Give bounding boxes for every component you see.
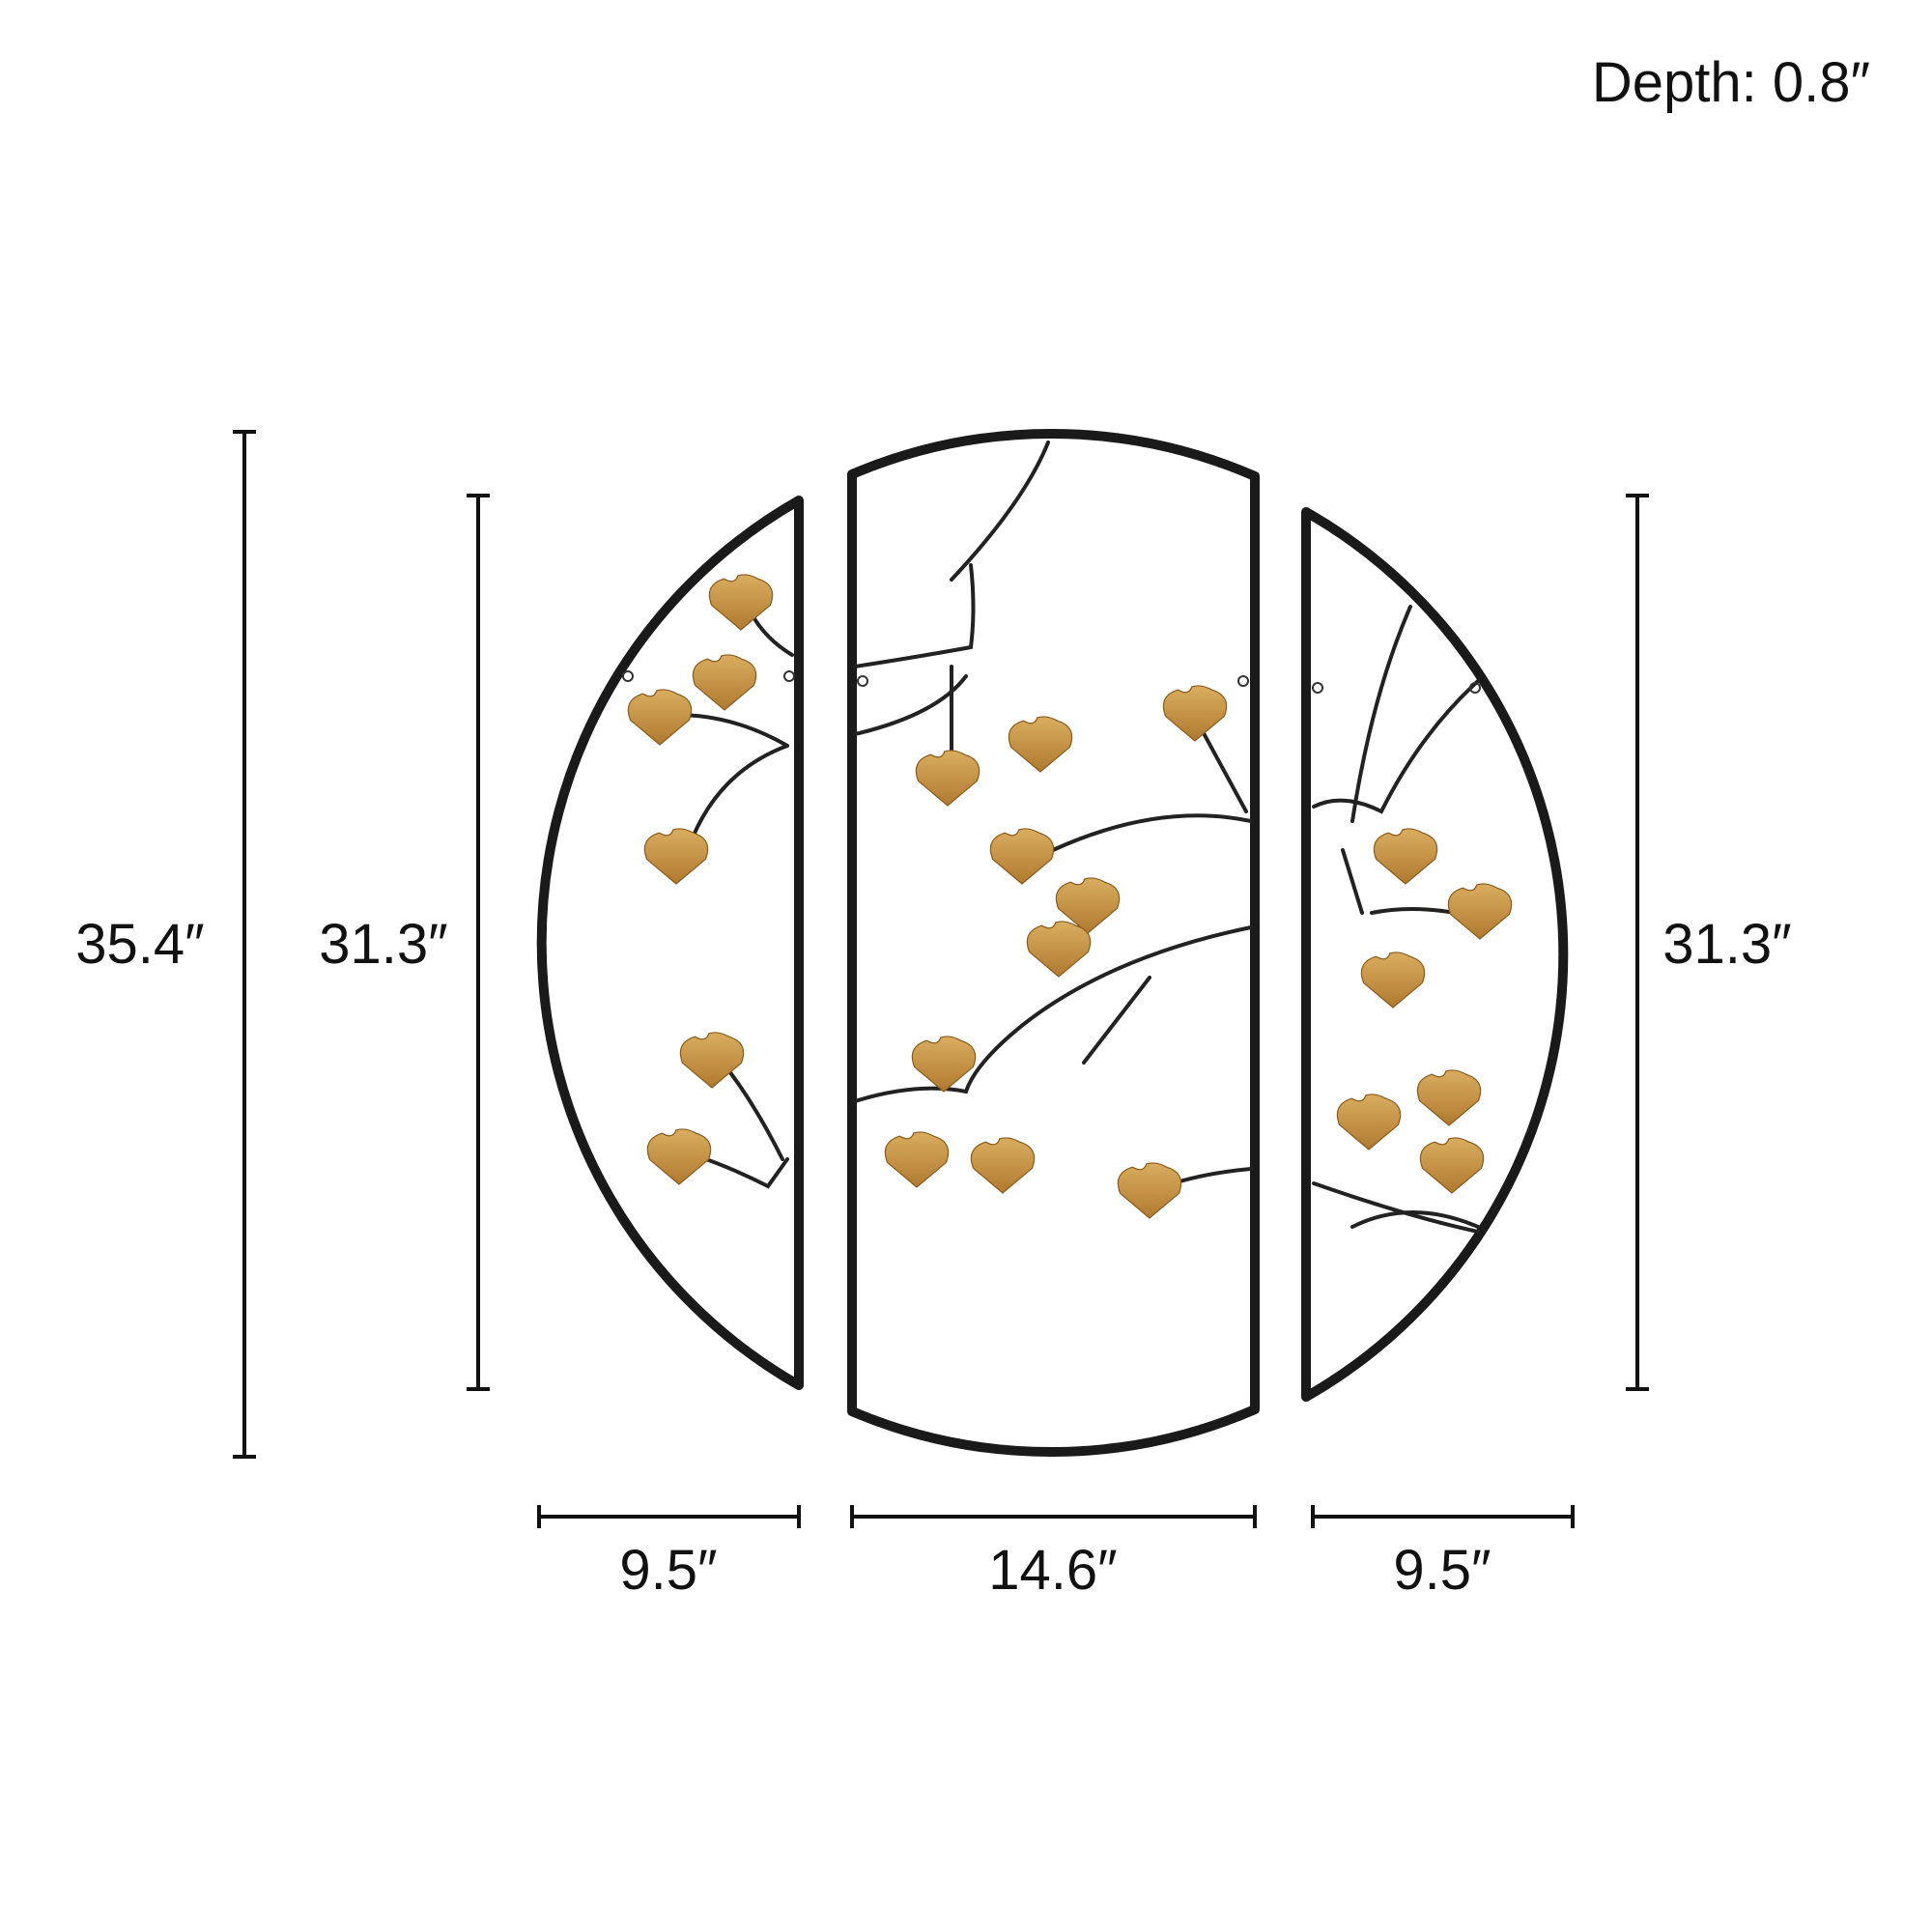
ginkgo-leaf: [884, 1131, 950, 1188]
depth-label: Depth: 0.8″: [1592, 51, 1870, 114]
dimension-right-width: 9.5″: [1311, 1505, 1575, 1602]
ginkgo-leaf: [1162, 685, 1228, 742]
ginkgo-leaf: [1447, 883, 1513, 940]
dimension-overall-height: 35.4″: [75, 430, 256, 1459]
dimension-left-height: 31.3″: [319, 494, 490, 1391]
branches: [674, 440, 1480, 1234]
ginkgo-leaf: [692, 654, 757, 711]
ginkgo-leaf: [911, 1036, 977, 1093]
ginkgo-leaf: [708, 574, 774, 631]
ginkgo-leaf: [643, 828, 709, 885]
right-width-label: 9.5″: [1393, 1539, 1491, 1602]
ginkgo-leaf: [1336, 1094, 1402, 1151]
hanging-hooks: [622, 670, 1481, 694]
ginkgo-leaf: [1419, 1137, 1485, 1194]
dimension-center-width: 14.6″: [850, 1505, 1257, 1602]
right-height-label: 31.3″: [1662, 913, 1791, 976]
left-height-label: 31.3″: [319, 913, 447, 976]
dimension-right-height: 31.3″: [1626, 494, 1792, 1391]
ginkgo-leaf: [1117, 1162, 1182, 1219]
dimension-left-width: 9.5″: [537, 1505, 801, 1602]
left-panel-frame: [536, 496, 804, 1390]
right-panel-frame: [1301, 507, 1569, 1402]
ginkgo-leaf: [1026, 921, 1092, 978]
overall-height-label: 35.4″: [75, 913, 204, 976]
ginkgo-leaf: [1416, 1069, 1482, 1126]
center-width-label: 14.6″: [988, 1539, 1117, 1602]
ginkgo-leaf: [970, 1137, 1036, 1194]
ginkgo-leaf: [646, 1128, 712, 1185]
ginkgo-leaf: [1373, 828, 1438, 885]
ginkgo-leaf: [915, 750, 980, 807]
left-width-label: 9.5″: [619, 1539, 717, 1602]
ginkgo-leaf: [989, 828, 1055, 885]
center-panel-frame: [847, 429, 1260, 1457]
ginkgo-leaf: [1360, 952, 1426, 1009]
ginkgo-leaf: [627, 689, 693, 746]
ginkgo-leaf: [1008, 716, 1073, 773]
